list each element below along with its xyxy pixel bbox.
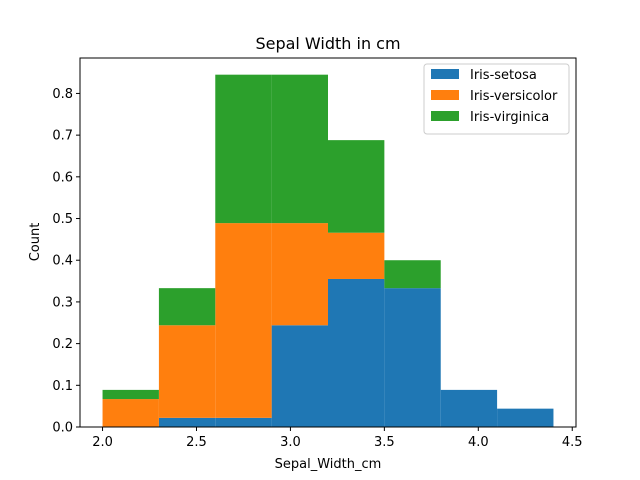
bar-iris-setosa-bin-2: [215, 417, 272, 427]
legend-swatch-iris-setosa: [431, 69, 459, 79]
legend-label-iris-setosa: Iris-setosa: [470, 68, 537, 83]
legend-label-iris-virginica: Iris-virginica: [470, 110, 549, 125]
bar-iris-setosa-bin-1: [158, 417, 216, 427]
y-tick-label: 0.2: [52, 337, 73, 352]
x-axis-ticks: 2.0 2.5 3.0 3.5 4.0 4.5: [92, 427, 583, 450]
x-axis-label: Sepal_Width_cm: [275, 457, 382, 472]
bar-iris-setosa-bin-5: [384, 288, 441, 427]
bars-layer: [102, 74, 554, 427]
bar-iris-virginica-bin-3: [271, 74, 328, 224]
bar-iris-versicolor-bin-4: [328, 232, 385, 279]
legend-swatch-iris-versicolor: [431, 90, 459, 100]
bar-iris-versicolor-bin-2: [215, 223, 272, 418]
y-axis-label: Count: [28, 223, 43, 262]
y-tick-label: 0.8: [52, 87, 73, 102]
legend-frame: [423, 63, 570, 135]
x-tick-label: 3.0: [280, 435, 301, 450]
y-tick-label: 0.5: [52, 212, 73, 227]
bar-iris-setosa-bin-4: [328, 278, 385, 427]
bar-iris-virginica-bin-4: [328, 140, 385, 233]
x-tick-label: 2.0: [92, 435, 113, 450]
chart-title: Sepal Width in cm: [255, 34, 400, 53]
y-tick-label: 0.4: [52, 254, 73, 269]
plot-frame: [79, 57, 577, 428]
y-tick-label: 0.7: [52, 129, 73, 144]
legend-label-iris-versicolor: Iris-versicolor: [470, 89, 558, 104]
bar-iris-virginica-bin-0: [102, 389, 159, 400]
bar-iris-virginica-bin-1: [158, 288, 216, 326]
bar-iris-virginica-bin-5: [384, 260, 441, 289]
bar-iris-setosa-bin-6: [440, 389, 498, 427]
legend: Iris-setosa Iris-versicolor Iris-virginica: [423, 63, 570, 135]
legend-swatch-iris-virginica: [431, 111, 459, 121]
y-axis-ticks: 0.0 0.1 0.2 0.3 0.4 0.5 0.6 0.7 0.8: [52, 87, 80, 436]
x-tick-label: 4.0: [468, 435, 489, 450]
bar-iris-virginica-bin-2: [215, 74, 272, 224]
bar-iris-versicolor-bin-1: [158, 325, 216, 418]
x-tick-label: 3.5: [374, 435, 395, 450]
y-tick-label: 0.1: [52, 379, 73, 394]
bar-iris-setosa-bin-3: [271, 325, 328, 427]
bar-iris-setosa-bin-7: [497, 408, 554, 427]
x-tick-label: 2.5: [186, 435, 207, 450]
y-tick-label: 0.0: [52, 421, 73, 436]
y-tick-label: 0.6: [52, 170, 73, 185]
y-tick-label: 0.3: [52, 295, 73, 310]
bar-iris-versicolor-bin-3: [271, 223, 328, 326]
bar-iris-versicolor-bin-0: [102, 399, 159, 427]
x-tick-label: 4.5: [562, 435, 583, 450]
